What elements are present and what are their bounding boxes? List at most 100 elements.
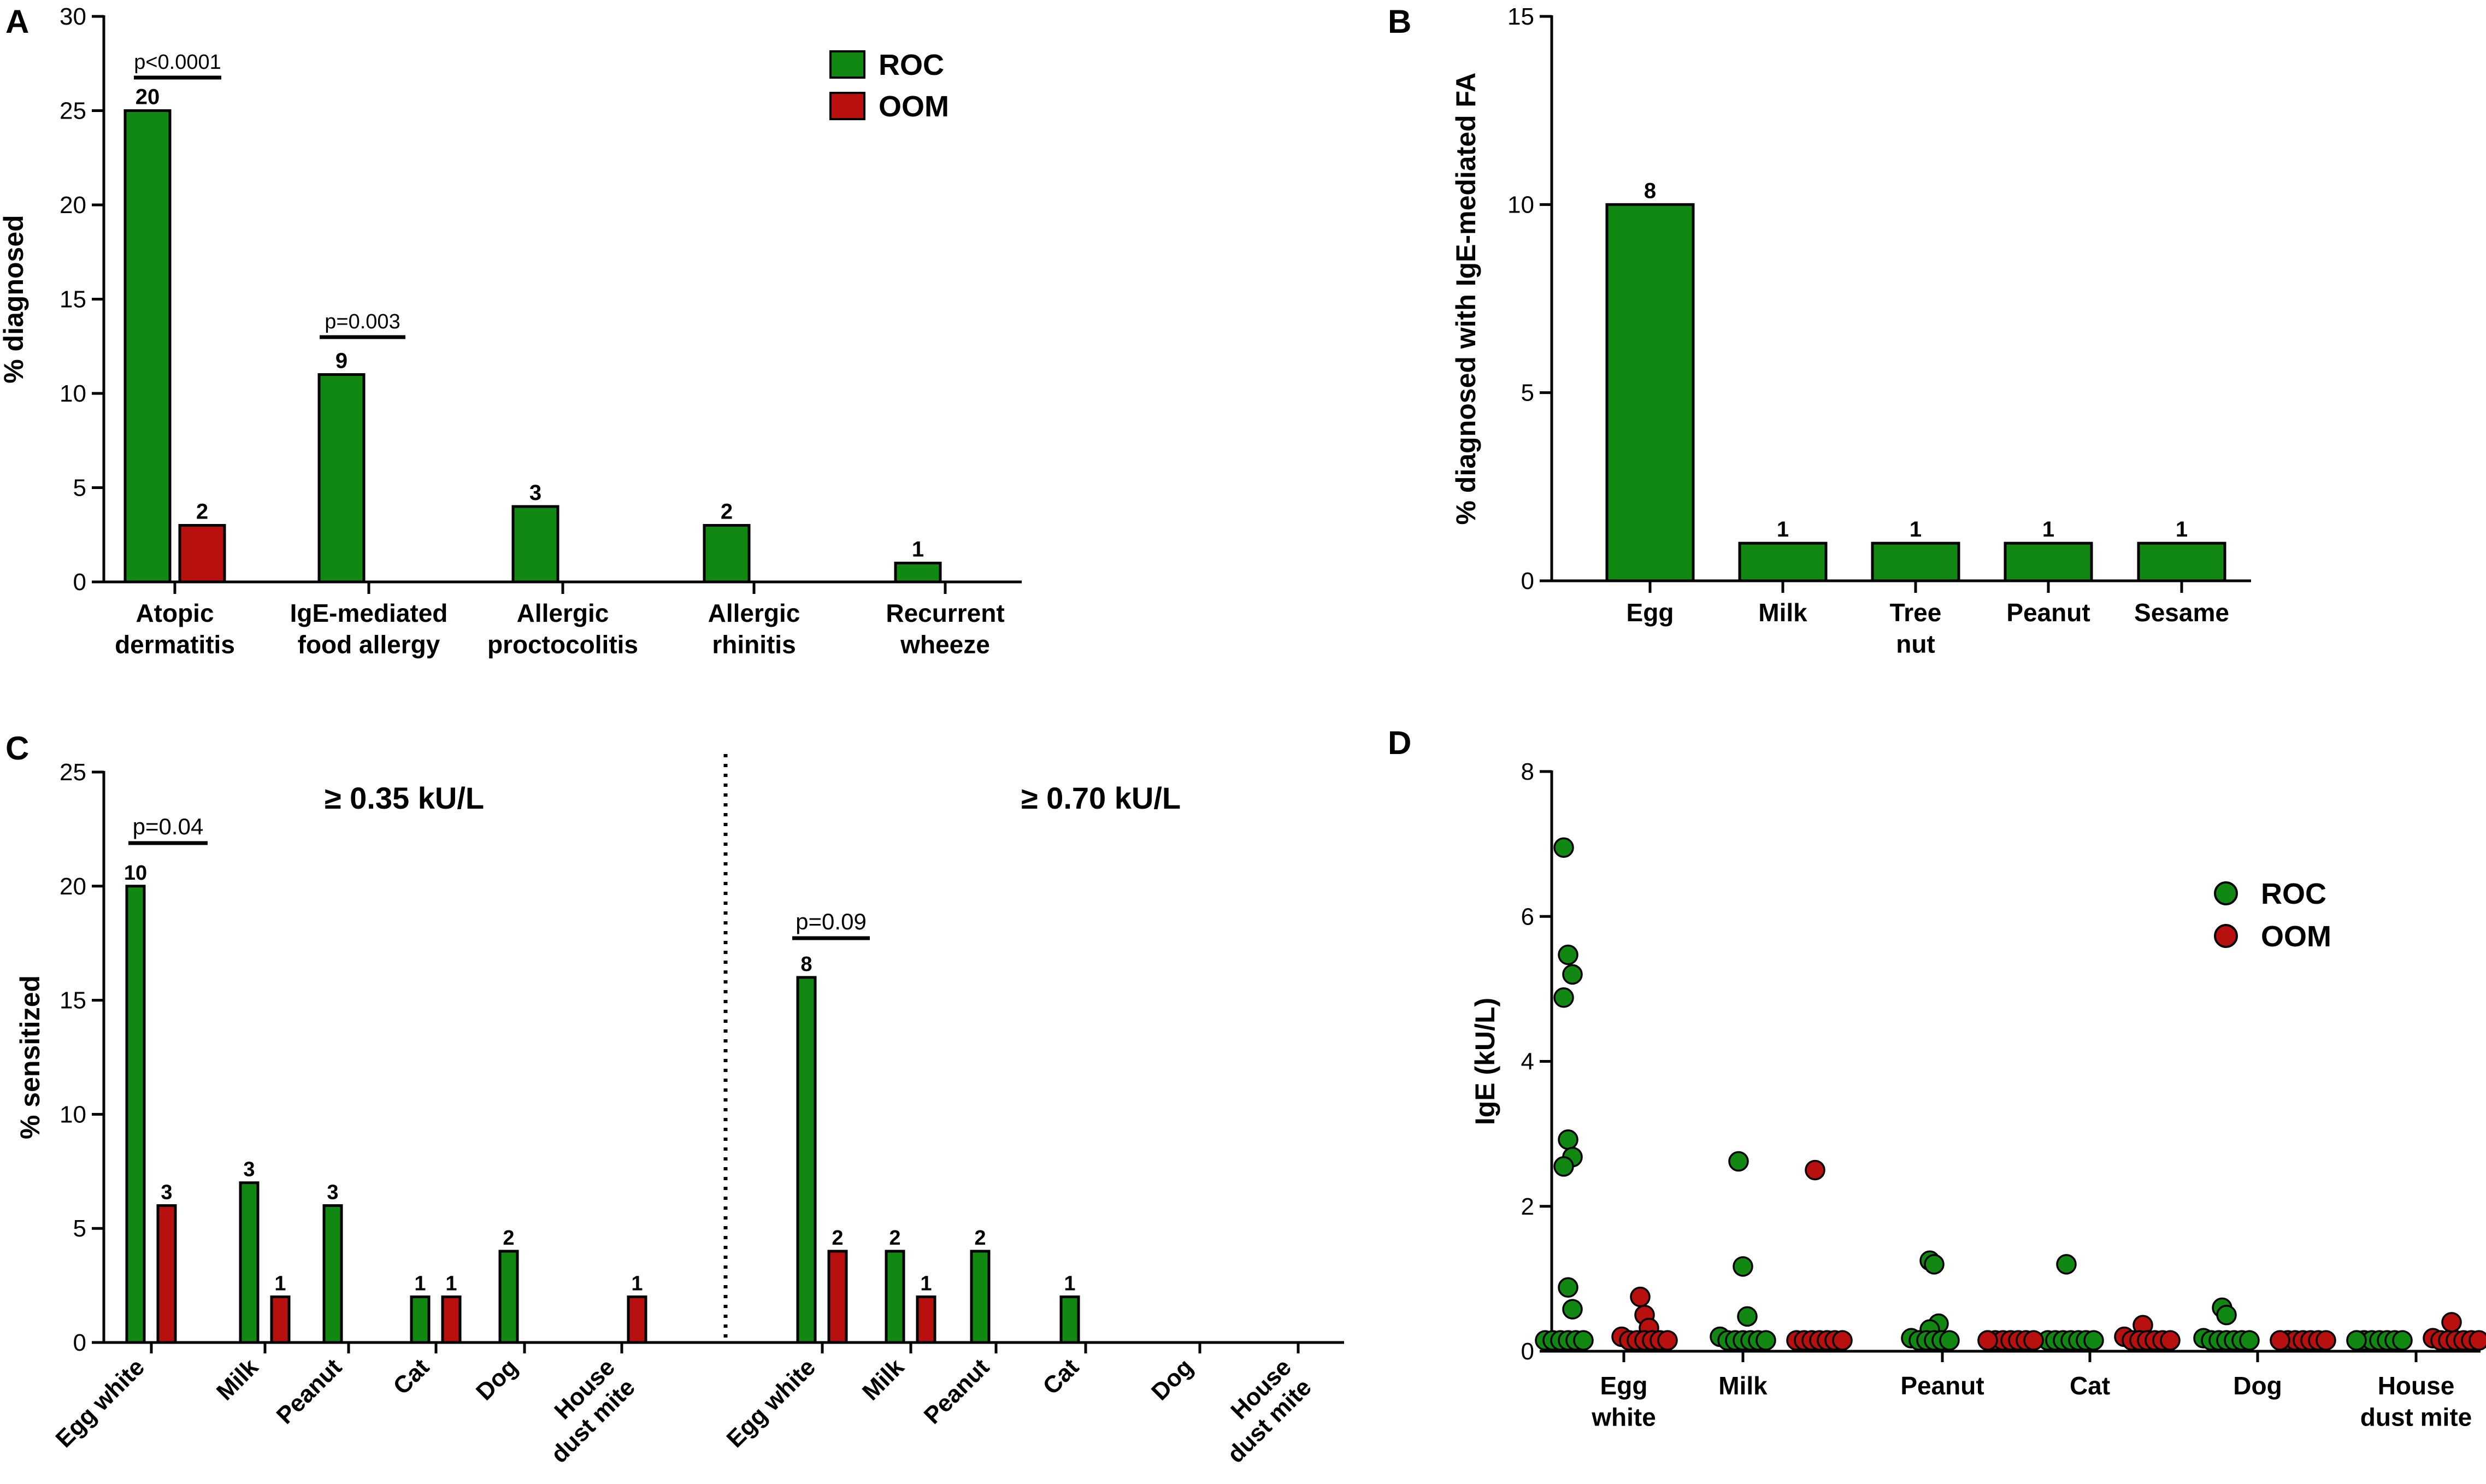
panel-a-roc-bar [894,562,942,584]
panel-d-x-tick-label: Peanut [1900,1371,1984,1400]
panel-c-oom-bar [270,1295,291,1344]
panel-d-roc-point [1728,1151,1749,1172]
panel-d-legend-label-roc: ROC [2261,878,2326,910]
panel-a-legend-label-roc: ROC [879,49,944,81]
panel-c-roc-bar [796,976,817,1344]
panel-b-chart: 0 5 10 15 % diagnosed with IgE-mediated FA Eg… [1451,3,2251,658]
panel-d-oom-point [2441,1312,2462,1333]
panel-d-roc-point [2083,1330,2104,1351]
panel-d-oom-point [1630,1286,1651,1308]
panel-d-roc-point [1733,1256,1753,1277]
panel-c-y-tick-label: 20 [60,873,86,900]
panel-a-y-axis-title: % diagnosed [0,215,29,383]
panel-c-oom-bar-count-label: 1 [274,1272,286,1295]
panel-b-x-tick-label: Tree nut [1890,598,1942,658]
panel-a-x-tick-label: Atopic dermatitis [115,599,235,659]
panel-c-oom-bar-count-label: 3 [161,1181,172,1204]
panel-c-roc-bar-count-label: 3 [327,1181,338,1204]
panel-d-oom-point [2023,1330,2044,1351]
panel-d-y-tick-label: 8 [1521,758,1534,785]
panel-d-roc-point [2216,1304,2237,1326]
panel-b-x-tick-label: Egg [1627,598,1674,627]
panel-b-roc-bar-count-label: 1 [2042,517,2054,541]
panel-d-oom-point [2469,1330,2486,1351]
panel-c-oom-bar-count-label: 1 [631,1272,643,1295]
panel-d-oom-point [2270,1330,2290,1351]
panel-c-roc-bar [410,1295,431,1344]
panel-a-roc-bar-count-label: 2 [721,500,733,524]
panel-b-y-tick-label: 15 [1507,3,1534,30]
panel-c-oom-bar [827,1250,848,1344]
panel-d-roc-point [1558,944,1578,965]
panel-a-x-tick-label: IgE-mediated food allergy [290,599,448,659]
panel-d-y-axis-title: IgE (kU/L) [1470,998,1500,1125]
panel-a-x-tick-label: Allergic rhinitis [708,599,800,659]
panel-a-legend-swatch-oom [829,92,865,120]
panel-c-chart: 0 5 10 15 20 25 % sensitized ≥ 0.35 kU/L Egg whi… [15,754,1344,1468]
panel-d-roc-point [1939,1330,1960,1351]
panel-b-x-tick-label: Milk [1758,598,1807,627]
panel-letter-d: D [1388,725,1411,761]
panel-d-roc-point [1755,1330,1776,1351]
panel-d-roc-point [1562,1299,1583,1320]
panel-a-roc-bar [317,373,366,584]
panel-d-x-tick-label: Dog [2233,1371,2282,1400]
panel-d-roc-point [2392,1330,2413,1351]
panel-a-roc-bar [703,524,751,584]
panel-c-roc-bar-count-label: 2 [889,1227,900,1250]
panel-a-y-tick-label: 15 [60,286,86,313]
panel-d-oom-point [1657,1330,1678,1351]
panel-a-roc-bar-count-label: 1 [912,538,924,562]
panel-c-x-tick-label: Dog [1146,1353,1198,1405]
panel-c-oom-bar [627,1295,647,1344]
panel-c-y-tick-label: 5 [73,1215,86,1242]
panel-a-roc-bar [511,505,559,584]
panel-d-y-tick-label: 2 [1521,1193,1534,1220]
panel-c-roc-bar [322,1204,343,1344]
panel-c-roc-bar [498,1250,519,1344]
panel-a-y-tick-label: 20 [60,192,86,219]
panel-b-roc-bar-count-label: 1 [1910,517,1922,541]
panel-c-x-tick-label: Housedust mite [526,1353,640,1468]
panel-d-roc-point [1553,837,1574,858]
panel-d-roc-point [1924,1254,1945,1275]
panel-b-roc-bar-count-label: 8 [1644,179,1656,203]
panel-c-roc-bar-count-label: 10 [124,862,147,885]
panel-a-roc-bar-count-label: 20 [136,85,160,109]
panel-d-legend-label-oom: OOM [2261,920,2331,953]
panel-c-roc-bar [239,1181,260,1344]
panel-a-x-tick-label: Recurrent wheeze [886,599,1004,659]
panel-b-roc-bar [2004,541,2093,582]
panel-letter-c: C [5,730,29,767]
panel-c-y-tick-label: 15 [60,987,86,1014]
panel-c-roc-bar-count-label: 8 [800,953,812,976]
panel-a-roc-bar-count-label: 3 [529,481,541,505]
panel-letter-a: A [5,3,29,40]
panel-c-p-value-label: p=0.09 [796,909,867,934]
panel-d-roc-point [1553,1156,1574,1177]
panel-d-oom-point [2160,1330,2181,1351]
panel-b-roc-bar [2137,541,2226,582]
panel-a-roc-bar-count-label: 9 [335,349,347,373]
panel-a-roc-bar [123,109,172,584]
panel-c-roc-bar-count-label: 2 [503,1227,514,1250]
panel-c-y-tick-label: 25 [60,759,86,786]
panel-c-threshold-label: ≥ 0.70 kU/L [1021,781,1181,815]
panel-a-y-tick-label: 5 [73,475,86,502]
panel-letter-b: B [1388,3,1411,40]
panel-d-roc-point [2346,1330,2367,1351]
panel-a-legend-label-oom: OOM [879,90,949,123]
panel-a-legend-swatch-roc [829,50,865,79]
panel-d-x-tick-label: House dust mite [2360,1371,2472,1432]
panel-d-y-tick-label: 0 [1521,1338,1534,1365]
panel-b-roc-bar-count-label: 1 [1777,517,1789,541]
panel-c-x-tick-label: Housedust mite [1202,1353,1317,1468]
panel-a-x-tick-label: Allergic proctocolitis [487,599,638,659]
panel-c-y-axis-title: % sensitized [15,975,45,1139]
panel-d-x-tick-label: Milk [1718,1371,1768,1400]
panel-c-roc-bar-count-label: 3 [243,1158,255,1181]
panel-a-y-tick-label: 10 [60,380,86,407]
panel-d-y-tick-label: 4 [1521,1049,1534,1075]
panel-b-x-tick-label: Sesame [2134,598,2229,627]
